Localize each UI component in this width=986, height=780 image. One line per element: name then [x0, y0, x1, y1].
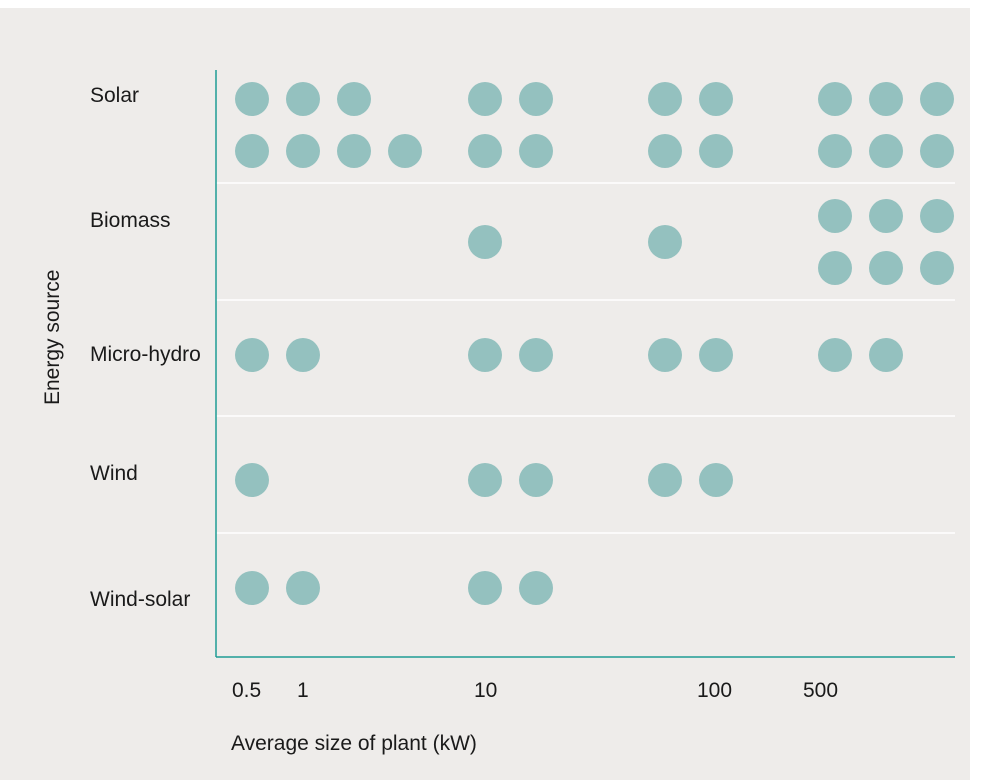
dot-micro-hydro-1: [286, 338, 320, 372]
dot-solar-100: [648, 134, 682, 168]
dot-solar-10: [519, 82, 553, 116]
dot-biomass-10: [468, 225, 502, 259]
dot-solar-0-5-1: [388, 134, 422, 168]
dot-biomass-500: [818, 251, 852, 285]
category-label-wind-solar: Wind-solar: [90, 588, 190, 611]
dot-biomass-500: [869, 251, 903, 285]
dot-solar-0-5-1: [286, 134, 320, 168]
dot-solar-10: [519, 134, 553, 168]
dot-wind-solar-10: [468, 571, 502, 605]
dot-wind-0-5: [235, 463, 269, 497]
dot-solar-500: [920, 82, 954, 116]
dot-biomass-500: [869, 199, 903, 233]
dot-solar-0-5-1: [337, 82, 371, 116]
dot-biomass-500: [920, 199, 954, 233]
x-tick-label-500: 500: [803, 679, 838, 702]
dot-micro-hydro-100: [699, 338, 733, 372]
x-axis-label: Average size of plant (kW): [231, 732, 477, 755]
category-label-wind: Wind: [90, 462, 138, 485]
dot-solar-500: [818, 134, 852, 168]
dot-solar-100: [648, 82, 682, 116]
dot-wind-100: [648, 463, 682, 497]
category-label-solar: Solar: [90, 84, 139, 107]
dot-wind-100: [699, 463, 733, 497]
dot-solar-0-5-1: [235, 134, 269, 168]
dot-chart: Solar Biomass Micro-hydro Wind Wind-sola…: [41, 70, 955, 755]
dot-solar-0-5-1: [286, 82, 320, 116]
dot-micro-hydro-0-5: [235, 338, 269, 372]
dot-biomass-100: [648, 225, 682, 259]
dot-micro-hydro-500: [869, 338, 903, 372]
dot-wind-solar-0-5: [235, 571, 269, 605]
dot-solar-10: [468, 134, 502, 168]
category-label-micro-hydro: Micro-hydro: [90, 343, 201, 366]
dot-solar-10: [468, 82, 502, 116]
dot-solar-500: [869, 134, 903, 168]
dot-marks: [235, 82, 954, 605]
dot-solar-500: [818, 82, 852, 116]
dot-micro-hydro-100: [648, 338, 682, 372]
category-label-biomass: Biomass: [90, 209, 171, 232]
dot-solar-500: [869, 82, 903, 116]
x-tick-label-100: 100: [697, 679, 732, 702]
dot-solar-500: [920, 134, 954, 168]
dot-solar-100: [699, 134, 733, 168]
dot-micro-hydro-10: [468, 338, 502, 372]
dot-wind-10: [519, 463, 553, 497]
x-tick-label-10: 10: [474, 679, 497, 702]
chart-panel: Solar Biomass Micro-hydro Wind Wind-sola…: [0, 8, 970, 780]
x-tick-label-1: 1: [297, 679, 309, 702]
dot-solar-0-5-1: [337, 134, 371, 168]
x-tick-label-0-5: 0.5: [232, 679, 261, 702]
row-separators: [216, 182, 955, 534]
y-axis-label: Energy source: [41, 270, 64, 405]
dot-biomass-500: [920, 251, 954, 285]
dot-wind-solar-1: [286, 571, 320, 605]
dot-wind-solar-10: [519, 571, 553, 605]
dot-wind-10: [468, 463, 502, 497]
dot-micro-hydro-10: [519, 338, 553, 372]
dot-solar-0-5-1: [235, 82, 269, 116]
dot-solar-100: [699, 82, 733, 116]
dot-biomass-500: [818, 199, 852, 233]
dot-micro-hydro-500: [818, 338, 852, 372]
